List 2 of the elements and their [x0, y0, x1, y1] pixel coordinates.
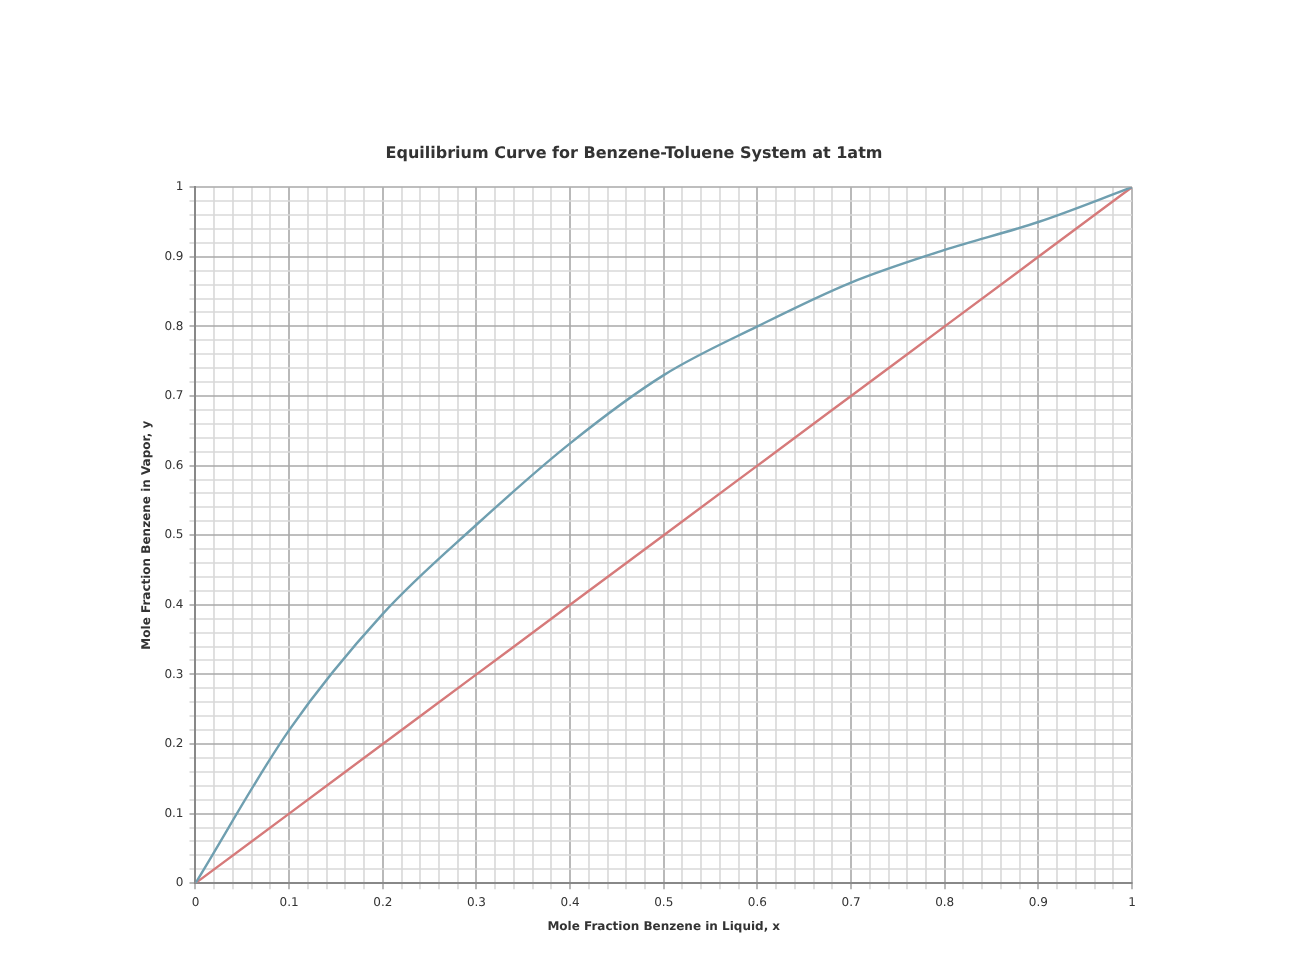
chart-title: Equilibrium Curve for Benzene-Toluene System at 1atm — [385, 143, 883, 162]
line-series — [195, 187, 1132, 884]
